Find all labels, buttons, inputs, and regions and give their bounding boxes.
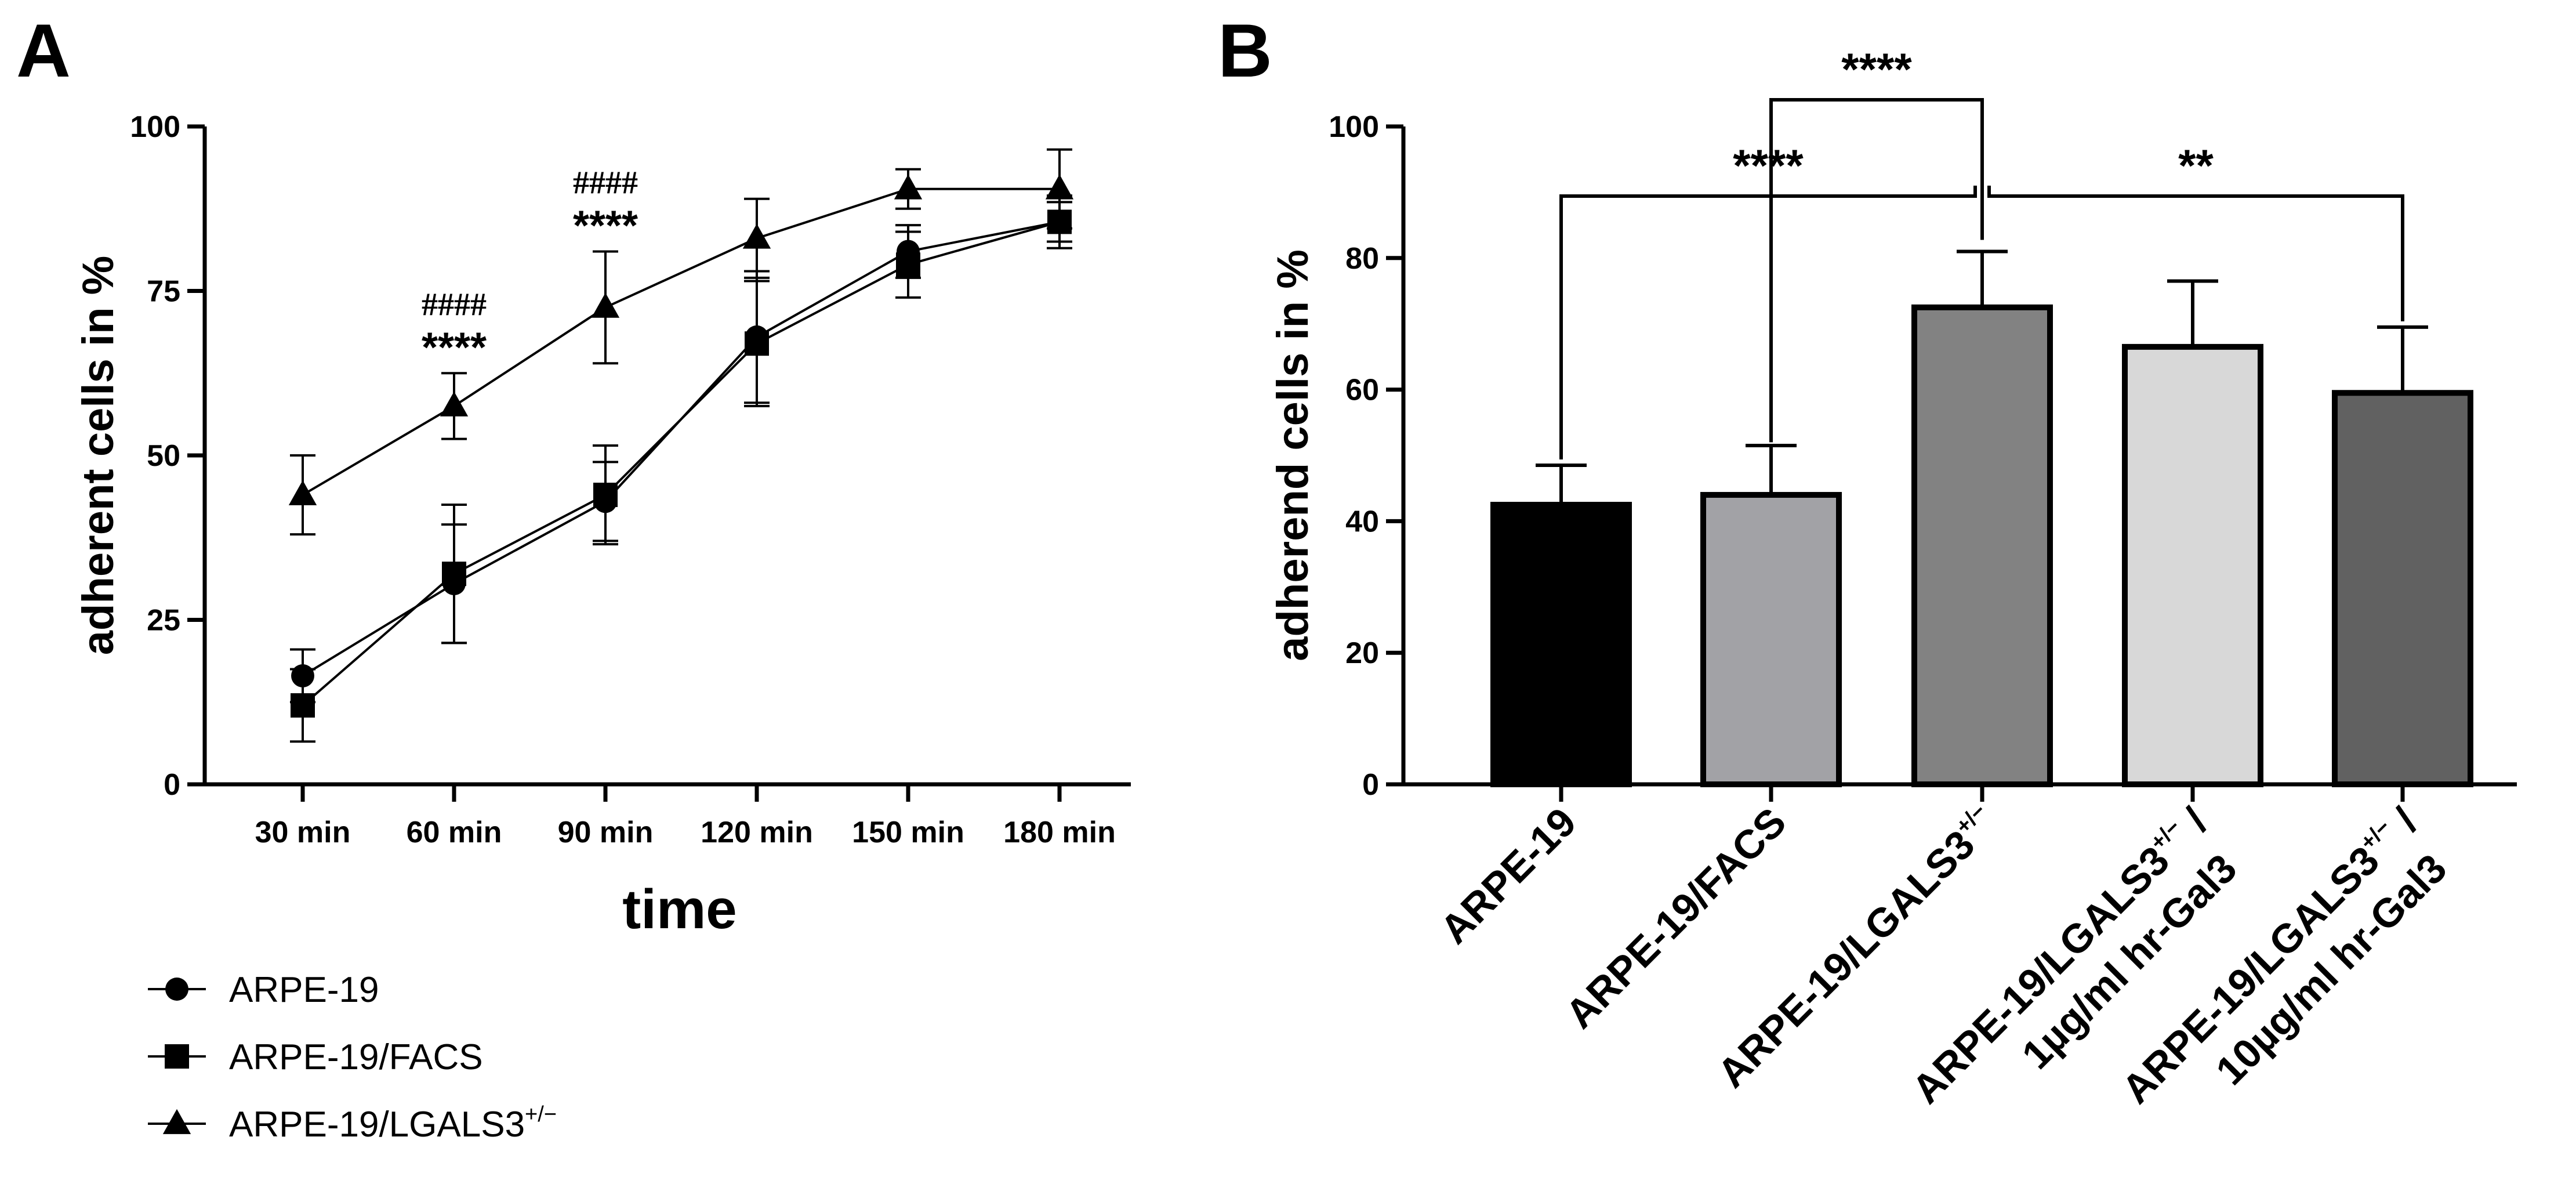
y-tick-label: 100 — [1329, 110, 1379, 144]
y-tick-label: 0 — [1362, 768, 1379, 802]
y-tick-label: 80 — [1345, 242, 1379, 276]
y-tick-label: 20 — [1345, 636, 1379, 670]
square-marker — [745, 331, 769, 356]
significance-label: **** — [1841, 44, 1912, 95]
y-axis-title: adherent cells in % — [74, 256, 123, 655]
x-tick-label: 180 min — [1003, 816, 1116, 849]
triangle-marker — [894, 174, 923, 200]
significance-hashes: #### — [573, 165, 638, 201]
significance-bracket — [1769, 98, 1984, 443]
y-tick-label: 40 — [1345, 505, 1379, 538]
category-name: ARPE-19 — [1431, 799, 1584, 952]
x-tick-label: 90 min — [558, 816, 654, 849]
y-tick-label: 0 — [164, 768, 180, 802]
significance-label: **** — [1733, 140, 1804, 191]
panel-b-letter: B — [1218, 8, 1272, 93]
legend-label-superscript: +/− — [525, 1102, 557, 1127]
legend-label-name: ARPE-19 — [229, 970, 379, 1010]
x-axis-title: time — [622, 878, 736, 940]
bar — [2332, 390, 2473, 787]
square-marker — [896, 252, 920, 277]
x-tick-label: 60 min — [407, 816, 502, 849]
x-category-label: ARPE-19/FACS — [1557, 799, 1795, 1037]
bar — [1911, 304, 2053, 787]
bar — [1490, 502, 1632, 787]
legend-label: ARPE-19 — [229, 970, 379, 1010]
x-tick-label: 120 min — [701, 816, 813, 849]
x-tick-label: 150 min — [852, 816, 964, 849]
panel-a-line-chart: 0 25 50 75 100 30 min 60 min 90 min 120 min 150 m… — [74, 110, 1131, 1145]
legend-label-name: ARPE-19/LGALS3 — [229, 1105, 525, 1145]
square-marker — [442, 562, 466, 587]
legend-label-name: ARPE-19/FACS — [229, 1037, 483, 1077]
y-tick-label: 60 — [1345, 374, 1379, 407]
triangle-marker — [1045, 174, 1074, 200]
series-circle — [290, 201, 1072, 704]
series-line — [302, 187, 1060, 496]
square-marker — [165, 1044, 189, 1069]
legend-label: ARPE-19/LGALS3+/− — [229, 1102, 557, 1145]
significance-bracket — [1987, 186, 2404, 321]
panel-a-letter: A — [16, 8, 71, 93]
y-tick-label: 100 — [130, 110, 180, 144]
bar — [2122, 343, 2263, 787]
bar — [1700, 492, 1842, 787]
series-triangle — [288, 148, 1074, 536]
series-line — [302, 220, 1060, 707]
x-tick-label: 30 min — [255, 816, 351, 849]
y-axis-title: adherend cells in % — [1268, 249, 1318, 661]
legend-label: ARPE-19/FACS — [229, 1037, 483, 1077]
triangle-marker — [591, 292, 620, 318]
triangle-marker — [162, 1109, 191, 1134]
triangle-marker — [742, 223, 771, 249]
x-category-label: ARPE-19 — [1431, 799, 1584, 952]
significance-stars: **** — [422, 324, 487, 371]
square-marker — [291, 693, 315, 718]
significance-label: ** — [2178, 140, 2214, 191]
square-marker — [593, 483, 618, 508]
y-tick-label: 25 — [147, 604, 180, 638]
significance-stars: **** — [573, 202, 638, 249]
circle-marker — [165, 978, 188, 1001]
triangle-marker — [440, 391, 469, 417]
category-name: ARPE-19/FACS — [1557, 799, 1795, 1037]
series-square — [290, 194, 1072, 743]
significance-bracket — [1559, 186, 1977, 460]
y-tick-label: 75 — [147, 275, 180, 309]
significance-hashes: #### — [422, 287, 487, 323]
triangle-marker — [288, 480, 317, 505]
y-tick-label: 50 — [147, 439, 180, 473]
